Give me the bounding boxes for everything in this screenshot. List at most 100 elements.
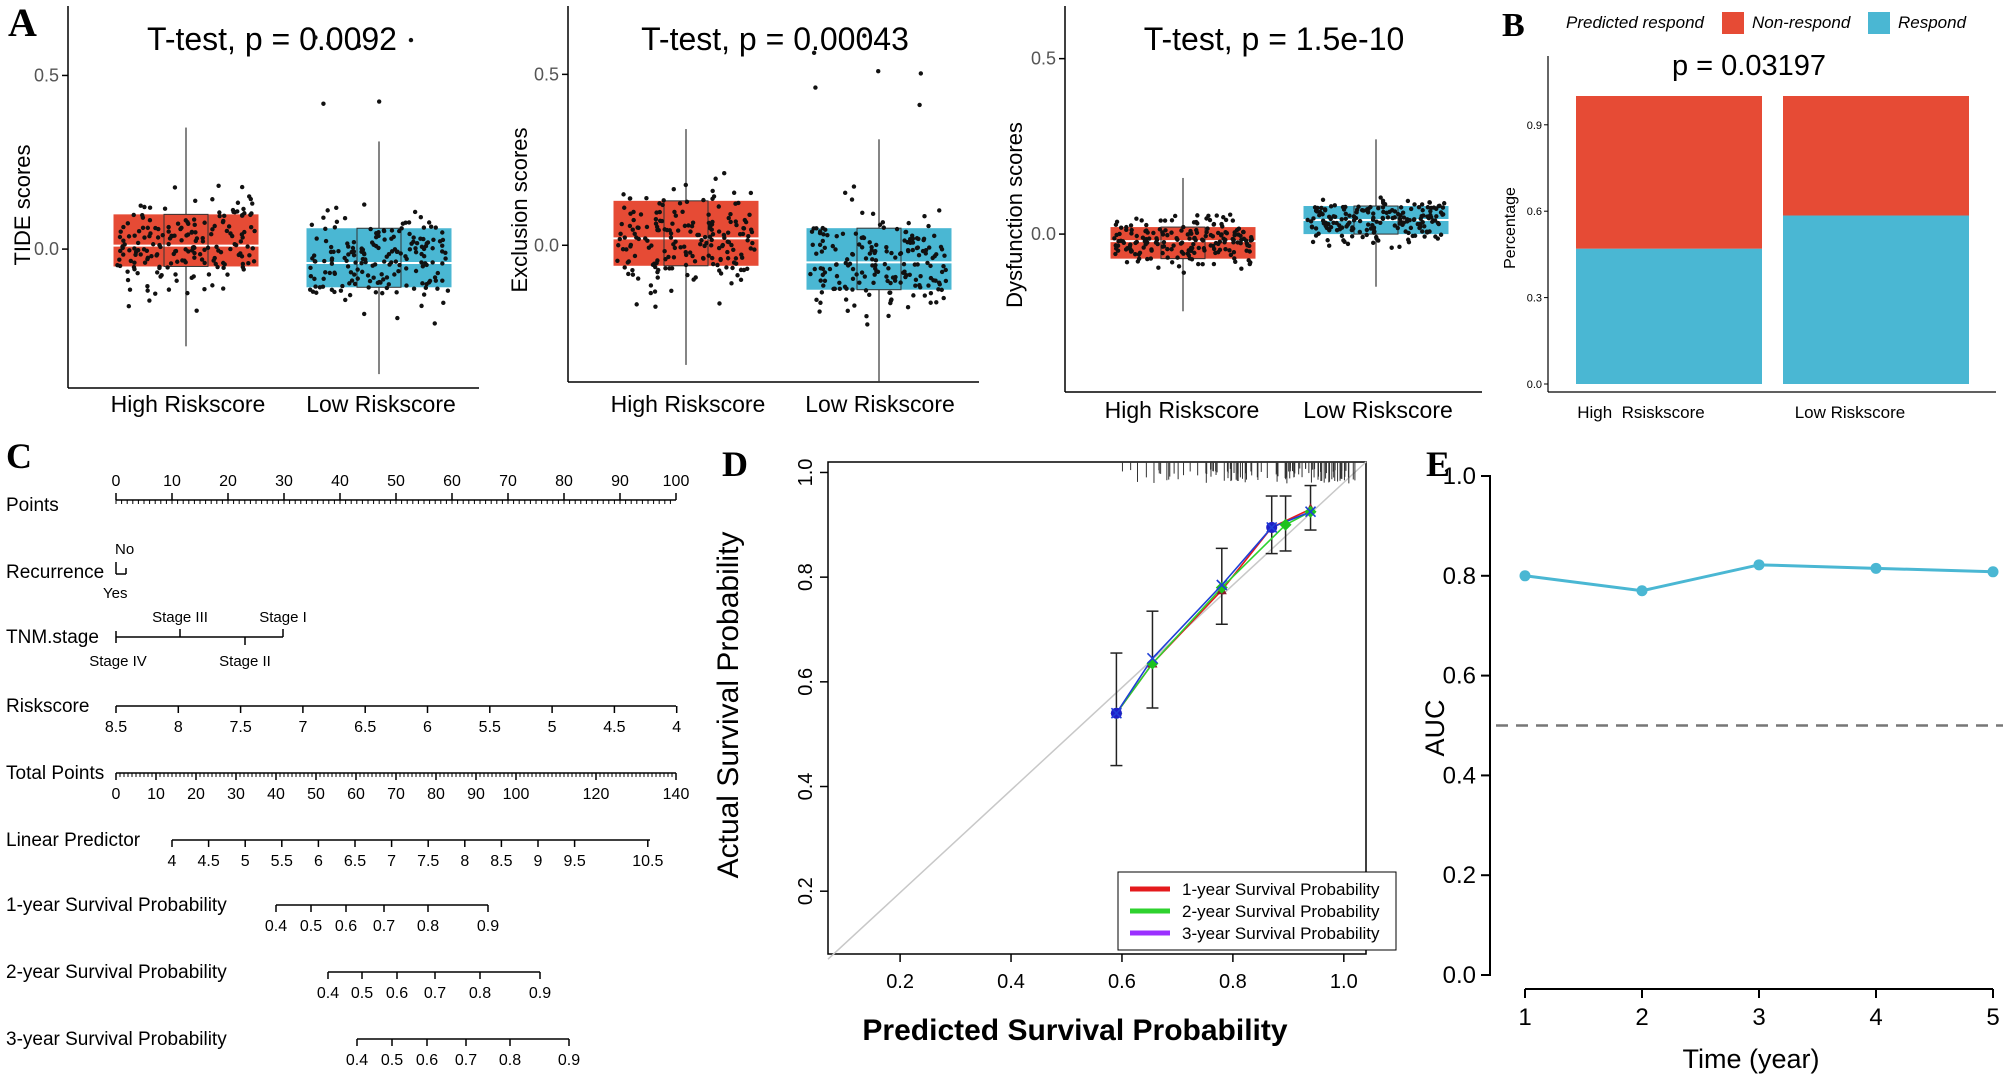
data-point: [1337, 226, 1343, 232]
data-point: [913, 283, 918, 288]
data-point: [147, 218, 153, 223]
data-point: [628, 242, 634, 248]
auc-point: [1753, 559, 1765, 571]
nomogram-tick-label: 0.9: [558, 1052, 580, 1069]
data-point: [1376, 206, 1381, 211]
data-point: [735, 273, 740, 278]
data-point: [1341, 238, 1346, 243]
data-point: [1357, 218, 1363, 224]
data-point: [440, 230, 445, 235]
data-point: [386, 282, 392, 287]
data-point: [698, 241, 703, 247]
tnm-level: Stage I: [259, 609, 307, 626]
data-point: [708, 243, 714, 248]
data-point: [1160, 250, 1165, 256]
data-point: [1364, 208, 1370, 213]
data-point: [943, 278, 949, 284]
nomogram-tick-label: 40: [267, 786, 285, 803]
data-point: [418, 215, 424, 220]
auc-point: [1636, 585, 1648, 597]
data-point: [363, 257, 368, 262]
data-point: [1214, 213, 1219, 218]
nomogram-tick-label: 5.5: [271, 853, 293, 870]
data-point: [202, 247, 207, 252]
data-point: [622, 205, 627, 210]
data-point: [745, 238, 750, 243]
data-point: [850, 252, 856, 257]
data-point: [206, 272, 212, 277]
data-point: [325, 208, 330, 213]
data-point: [636, 236, 641, 242]
data-point: [833, 247, 838, 252]
data-point: [153, 225, 158, 231]
data-point: [873, 258, 879, 263]
data-point: [1356, 204, 1361, 209]
data-point: [329, 257, 335, 263]
data-point: [1145, 256, 1150, 262]
data-point: [346, 244, 351, 249]
data-point: [145, 288, 150, 293]
data-point: [718, 257, 723, 263]
data-point: [1210, 243, 1216, 249]
data-point: [809, 229, 815, 234]
data-point: [382, 259, 387, 264]
data-point: [1163, 228, 1168, 233]
data-point: [1151, 230, 1156, 236]
data-point: [870, 257, 875, 262]
nomogram-tick-label: 70: [387, 786, 405, 803]
data-point: [863, 288, 869, 293]
data-point: [1217, 239, 1223, 244]
x-axis-label: Predicted Survival Probability: [862, 1014, 1287, 1047]
data-point: [827, 266, 833, 272]
data-point: [394, 290, 399, 295]
data-point: [1343, 211, 1348, 217]
data-point: [1113, 251, 1118, 257]
marker-3yr: [1216, 579, 1228, 591]
marker-2yr: [1215, 581, 1228, 594]
data-point: [1347, 213, 1352, 218]
y-tick-label: 0.8: [1443, 563, 1476, 590]
recurrence-level: Yes: [103, 585, 127, 602]
data-point: [877, 222, 883, 227]
data-point: [377, 279, 382, 285]
marker-3yr: [1304, 506, 1317, 518]
data-point: [214, 244, 219, 250]
data-point: [834, 233, 839, 239]
y-axis-label: AUC: [1420, 699, 1450, 756]
data-point: [397, 228, 402, 234]
data-point: [745, 266, 750, 271]
data-point: [132, 233, 137, 238]
data-point: [927, 245, 932, 250]
data-point: [837, 286, 843, 292]
nomogram-tick-label: 7: [298, 719, 307, 736]
nomogram-tick-label: 0.4: [265, 918, 287, 935]
data-point: [941, 264, 946, 269]
data-point: [238, 251, 243, 256]
data-point: [1371, 240, 1376, 246]
data-point: [1319, 211, 1324, 216]
data-point: [1144, 222, 1149, 228]
data-point: [1239, 237, 1244, 243]
y-axis-label: Exclusion scores: [507, 127, 532, 292]
data-point: [127, 287, 133, 292]
data-point: [746, 233, 751, 239]
nomogram-tick-label: 0.7: [424, 985, 446, 1002]
data-point: [413, 268, 419, 274]
data-point: [368, 226, 373, 232]
nomogram-tick-label: 0.6: [416, 1052, 438, 1069]
data-point: [932, 253, 937, 259]
nomogram-tick-label: 10: [163, 473, 181, 490]
data-point: [1227, 248, 1232, 253]
data-point: [336, 248, 341, 254]
data-point: [692, 259, 698, 264]
data-point: [433, 225, 438, 230]
data-point: [653, 264, 658, 270]
panel-label-b: B: [1502, 7, 1525, 44]
data-point: [138, 252, 143, 257]
data-point: [669, 288, 674, 293]
panel-label-c: C: [6, 436, 32, 476]
data-point: [217, 213, 222, 219]
data-point: [210, 227, 215, 232]
data-point: [1160, 230, 1165, 235]
nomogram-row-label: 2-year Survival Probability: [6, 962, 227, 983]
